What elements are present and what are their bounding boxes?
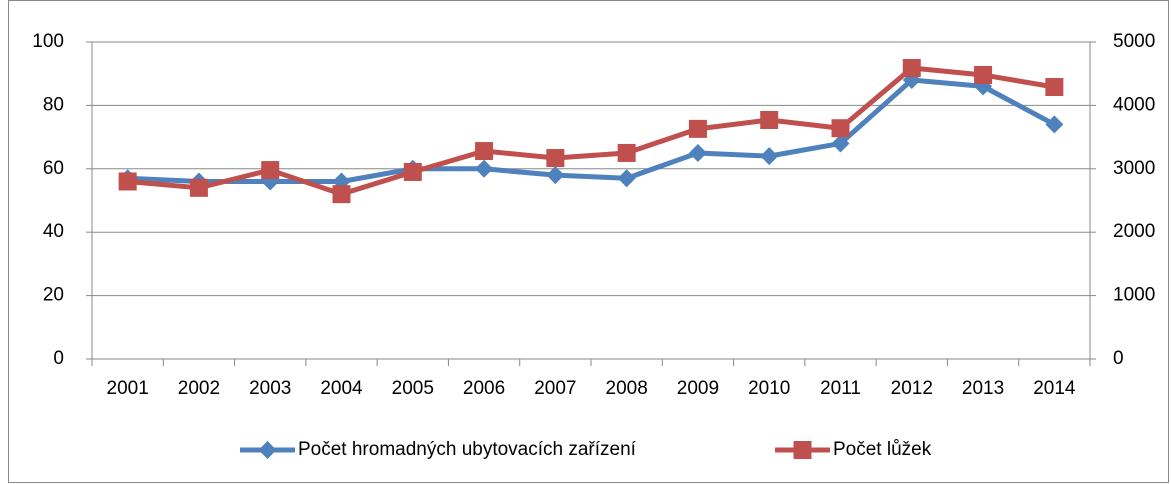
y2-tick-label: 2000 [1113,221,1155,242]
series-line [127,65,1055,197]
y-tick-label: 100 [32,31,64,52]
marker [403,162,422,181]
y2-tick-label: 5000 [1113,31,1155,52]
x-tick-label: 2013 [962,378,1004,399]
x-tick-label: 2014 [1033,378,1076,399]
marker [760,110,779,129]
x-tick-label: 2006 [463,378,505,399]
marker [902,58,921,77]
chart-border [8,0,1169,483]
marker [332,185,351,204]
marker [546,166,565,185]
x-tick-label: 2012 [891,378,933,399]
marker [617,143,636,162]
y2-tick-label: 1000 [1113,285,1155,306]
series-line [127,77,1056,184]
y-tick-label: 0 [53,348,64,369]
marker [118,172,137,191]
x-tick-label: 2011 [820,378,861,399]
marker [475,142,494,161]
x-tick-label: 2005 [392,378,434,399]
marker [617,169,636,188]
x-tick-label: 2002 [178,378,220,399]
y-tick-label: 80 [43,94,64,115]
x-tick-label: 2008 [606,378,648,399]
x-tick-label: 2003 [249,378,291,399]
x-tick-label: 2009 [677,378,719,399]
y-tick-label: 40 [43,221,64,242]
legend-marker [258,441,277,459]
marker [831,119,850,138]
y2-tick-label: 3000 [1113,158,1155,179]
x-tick-label: 2007 [534,378,576,399]
y2-tick-label: 0 [1113,348,1124,369]
marker [760,147,779,166]
marker [688,119,707,138]
marker [546,149,565,168]
x-tick-label: 2010 [748,378,790,399]
marker [831,134,850,153]
x-tick-label: 2004 [320,378,363,399]
marker [688,143,707,162]
y-tick-label: 60 [43,158,64,179]
marker [974,65,993,84]
marker [1045,78,1064,97]
legend-label: Počet lůžek [833,439,932,460]
legend-marker [793,441,812,459]
marker [261,161,280,180]
y2-tick-label: 4000 [1113,94,1155,115]
y-tick-label: 20 [43,285,64,306]
marker [189,178,208,197]
x-tick-label: 2001 [107,378,149,399]
marker [1045,115,1064,134]
marker [475,159,494,178]
legend-label: Počet hromadných ubytovacích zařízení [298,439,637,460]
